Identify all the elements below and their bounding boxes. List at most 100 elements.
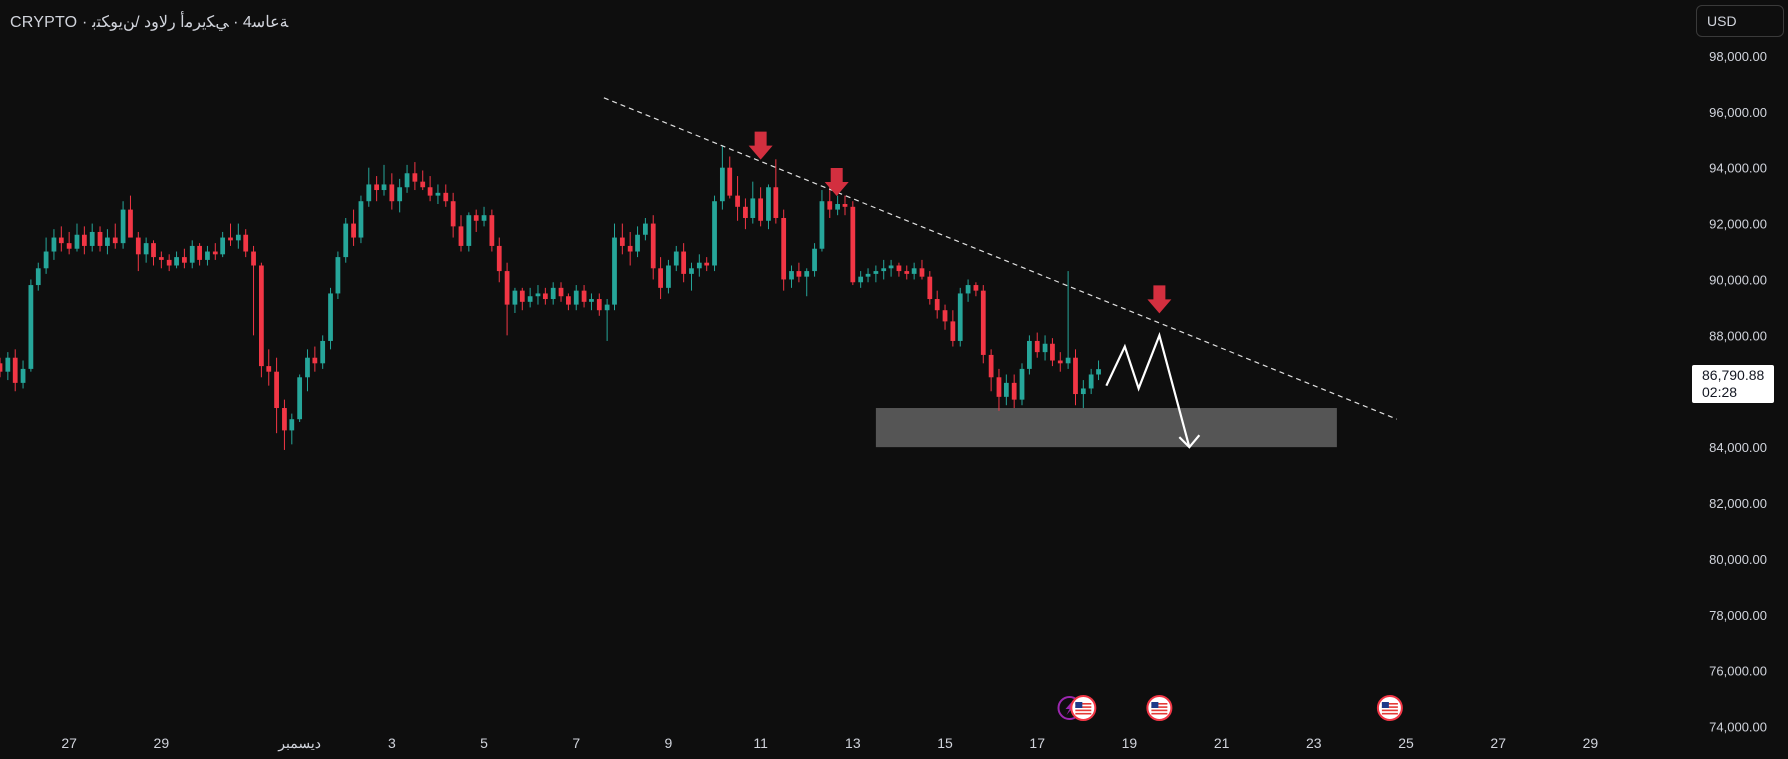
candle-body — [351, 223, 356, 238]
candle-body — [581, 290, 587, 302]
candle-body — [812, 248, 817, 272]
candle-body — [228, 237, 233, 241]
candle-body — [996, 377, 1002, 397]
candle-down — [758, 187, 764, 227]
x-tick-label: 3 — [388, 735, 396, 751]
candle-body — [328, 293, 333, 341]
candle-up — [1096, 360, 1101, 381]
y-tick-label: 74,000.00 — [1709, 720, 1767, 735]
candle-down — [374, 176, 380, 202]
candle-body — [973, 285, 979, 291]
candle-body — [235, 234, 241, 241]
flag-canton — [1151, 702, 1159, 708]
candle-down — [312, 346, 318, 372]
candle-body — [773, 187, 779, 218]
candle-body — [750, 198, 756, 218]
candle-up — [589, 293, 594, 311]
y-tick-label: 92,000.00 — [1709, 217, 1767, 232]
candle-down — [658, 257, 663, 300]
x-tick-label: 21 — [1214, 735, 1230, 751]
candle-down — [934, 290, 940, 319]
candle-down — [1073, 349, 1078, 406]
candle-down — [727, 156, 733, 199]
candle-up — [1019, 363, 1025, 406]
candle-body — [151, 243, 156, 258]
y-tick-label: 82,000.00 — [1709, 496, 1767, 511]
candle-down — [619, 223, 625, 255]
y-tick-label: 88,000.00 — [1709, 328, 1767, 343]
candle-body — [612, 237, 617, 305]
candle-body — [904, 271, 910, 274]
candle-down — [796, 262, 802, 283]
candle-body — [1088, 374, 1094, 389]
candle-body — [97, 231, 103, 246]
candle-body — [35, 268, 41, 286]
candle-body — [704, 262, 710, 266]
candle-down — [942, 304, 948, 330]
candle-down — [542, 287, 548, 305]
us-flag-event-icon[interactable] — [1070, 695, 1097, 721]
candle-body — [105, 237, 110, 246]
candle-body — [827, 201, 833, 210]
candle-body — [512, 290, 518, 305]
candle-up — [873, 265, 879, 283]
candle-body — [112, 237, 118, 244]
currency-button[interactable]: USD — [1696, 5, 1784, 37]
rejection-arrow-icon — [748, 131, 773, 160]
candle-up — [712, 195, 717, 272]
candle-down — [282, 399, 287, 450]
event-markers-layer[interactable] — [1057, 695, 1403, 721]
candle-down — [112, 223, 118, 249]
x-tick-label: 13 — [845, 735, 861, 751]
candle-body — [927, 276, 933, 300]
candle-up — [189, 240, 195, 269]
flag-canton — [1381, 702, 1389, 708]
candle-up — [435, 184, 441, 205]
candle-down — [182, 248, 187, 269]
candle-down — [581, 285, 587, 308]
candle-up — [466, 212, 472, 252]
x-tick-label: 29 — [154, 735, 170, 751]
candle-up — [235, 223, 241, 249]
us-flag-event-icon[interactable] — [1146, 695, 1173, 721]
candle-body — [1080, 388, 1086, 395]
candle-body — [658, 268, 663, 288]
candle-up — [789, 265, 794, 288]
candle-body — [389, 184, 395, 202]
candle-body — [1057, 360, 1063, 364]
candle-up — [28, 279, 34, 372]
candle-body — [1050, 343, 1055, 361]
candle-down — [128, 195, 133, 238]
us-flag-event-icon[interactable] — [1376, 695, 1403, 721]
candle-up — [573, 285, 579, 311]
candle-down — [781, 209, 787, 291]
candle-body — [81, 234, 87, 246]
candle-up — [535, 285, 541, 305]
candle-down — [12, 349, 18, 392]
candle-up — [328, 287, 333, 350]
candle-up — [766, 184, 771, 230]
candle-up — [750, 181, 756, 224]
candle-body — [842, 204, 848, 207]
candle-body — [789, 271, 794, 280]
candle-body — [1073, 357, 1078, 395]
candle-body — [1065, 357, 1071, 364]
candle-down — [735, 176, 740, 221]
flag-stripe — [1381, 712, 1398, 715]
candle-down — [950, 310, 956, 347]
candle-body — [120, 209, 126, 244]
candle-body — [312, 357, 318, 364]
candle-body — [358, 201, 364, 238]
candle-down — [1057, 352, 1063, 372]
candle-body — [128, 209, 133, 238]
candle-down — [66, 231, 72, 255]
flag-stripe — [1381, 706, 1398, 708]
x-tick-label: 11 — [753, 735, 768, 751]
last-price-tag: 86,790.88 02:28 — [1692, 365, 1774, 403]
candle-up — [305, 349, 310, 392]
candle-down — [842, 195, 848, 216]
candle-body — [681, 251, 687, 274]
candle-down — [166, 254, 172, 272]
candle-body — [919, 268, 925, 277]
